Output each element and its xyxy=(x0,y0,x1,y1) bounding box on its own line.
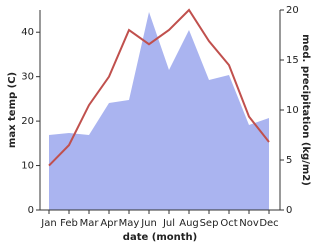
x-tick-label: Oct xyxy=(220,218,237,229)
x-tick-label: Nov xyxy=(239,218,259,229)
y2-tick-label: 15 xyxy=(286,55,299,66)
x-tick-label: Dec xyxy=(259,218,278,229)
x-axis-label: date (month) xyxy=(123,232,197,243)
x-tick-label: Jan xyxy=(40,218,56,229)
x-tick-label: Mar xyxy=(80,218,100,229)
temp-line xyxy=(48,8,270,167)
y2-tick-label: 20 xyxy=(286,5,299,16)
y2-axis-label: med. precipitation (kg/m2) xyxy=(300,34,311,186)
x-tick-label: Jun xyxy=(140,218,157,229)
y2-tick-label: 5 xyxy=(286,155,292,166)
x-tick-label: Sep xyxy=(200,218,219,229)
y-tick-label: 40 xyxy=(21,27,34,38)
y-tick-label: 0 xyxy=(28,205,34,216)
y-tick-label: 20 xyxy=(21,116,34,127)
y2-tick-label: 10 xyxy=(286,105,299,116)
y-axis-label: max temp (C) xyxy=(7,72,18,148)
x-tick-label: May xyxy=(119,218,140,229)
y-tick-label: 30 xyxy=(21,72,34,83)
y2-tick-label: 0 xyxy=(286,205,292,216)
x-tick-label: Feb xyxy=(60,218,78,229)
x-tick-label: Apr xyxy=(100,218,118,229)
x-tick-label: Aug xyxy=(179,218,199,229)
precipitation-area xyxy=(49,12,269,210)
x-tick-label: Jul xyxy=(162,218,175,229)
y-tick-label: 10 xyxy=(21,161,34,172)
